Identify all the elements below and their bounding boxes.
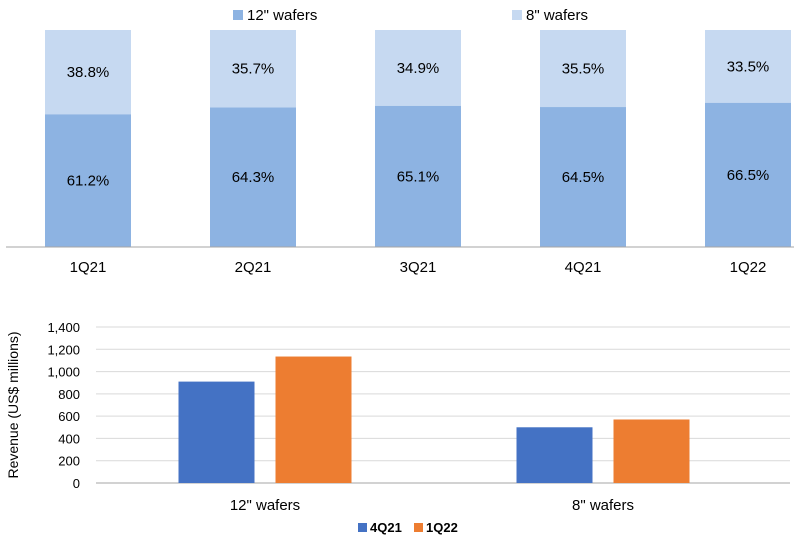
legend-swatch-8in [512, 10, 522, 20]
data-label: 35.7% [232, 61, 275, 78]
legend-swatch-4Q21 [358, 523, 367, 532]
y-tick-label: 0 [73, 476, 80, 491]
legend-swatch-1Q22 [414, 523, 423, 532]
y-tick-label: 600 [58, 409, 80, 424]
data-label: 65.1% [397, 168, 440, 185]
data-label: 38.8% [67, 64, 110, 81]
bar-12in-1Q21 [45, 114, 131, 247]
stacked-percent-bar-chart: 12" wafers 8" wafers 61.2% 38.8% 1Q21 64.3% 35… [6, 7, 794, 276]
bar-8in-1Q21 [45, 30, 131, 115]
y-tick-label: 400 [58, 431, 80, 446]
data-label: 61.2% [67, 173, 110, 190]
x-tick-label: 1Q21 [70, 259, 107, 276]
x-tick-label: 3Q21 [400, 259, 437, 276]
bar-8in-4Q21 [540, 30, 626, 108]
data-label: 35.5% [562, 61, 605, 78]
y-axis-label: Revenue (US$ millions) [5, 331, 21, 478]
y-tick-label: 200 [58, 454, 80, 469]
data-label: 64.3% [232, 169, 275, 186]
bar-8in-1Q22 [705, 30, 791, 103]
legend-label: 12" wafers [247, 7, 317, 24]
bar-8in-3Q21 [375, 30, 461, 106]
y-tick-label: 800 [58, 387, 80, 402]
x-tick-label: 12" wafers [230, 497, 300, 514]
bar-12in-1Q22 [705, 102, 791, 247]
data-label: 64.5% [562, 169, 605, 186]
data-label: 33.5% [727, 58, 770, 75]
bar-8in-2Q21 [210, 30, 296, 108]
bar-12in-4Q21 [540, 107, 626, 247]
data-label: 66.5% [727, 167, 770, 184]
legend-label: 1Q22 [426, 520, 458, 535]
bar-12in-2Q21 [210, 107, 296, 248]
bar-4Q21-8in [516, 427, 593, 483]
bar-12in-3Q21 [375, 105, 461, 247]
legend-label: 4Q21 [370, 520, 402, 535]
y-tick-label: 1,000 [47, 365, 80, 380]
bar-4Q21-12in [178, 381, 255, 483]
bar-1Q22-12in [275, 356, 352, 483]
data-label: 34.9% [397, 60, 440, 77]
x-tick-label: 4Q21 [565, 259, 602, 276]
x-tick-label: 2Q21 [235, 259, 272, 276]
bar-1Q22-8in [613, 419, 690, 483]
x-tick-label: 1Q22 [730, 259, 767, 276]
x-tick-label: 8" wafers [572, 497, 634, 514]
y-tick-label: 1,200 [47, 342, 80, 357]
legend-swatch-12in [233, 10, 243, 20]
legend-label: 8" wafers [526, 7, 588, 24]
y-tick-label: 1,400 [47, 320, 80, 335]
revenue-bar-chart: 0 200 400 600 800 1,000 1,200 1,400 Revenue (US$… [5, 320, 790, 535]
